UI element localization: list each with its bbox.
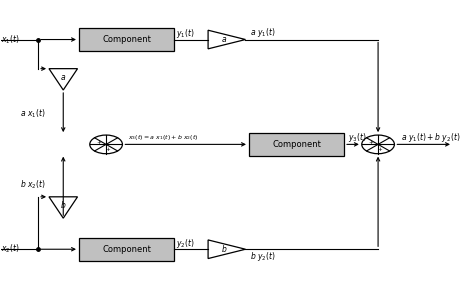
Text: $b\ y_2(t)$: $b\ y_2(t)$ xyxy=(250,250,275,263)
Text: +: + xyxy=(96,140,101,146)
Text: $a\ y_1(t)$: $a\ y_1(t)$ xyxy=(250,26,275,39)
Text: $y_3(t)$: $y_3(t)$ xyxy=(348,131,367,144)
Bar xyxy=(79,28,174,51)
Text: $y_1(t)$: $y_1(t)$ xyxy=(176,27,195,40)
Text: a: a xyxy=(61,73,65,82)
Text: +: + xyxy=(377,147,382,151)
Text: $x_1(t)$: $x_1(t)$ xyxy=(0,33,19,46)
Text: $x_2(t)$: $x_2(t)$ xyxy=(0,243,19,255)
Text: $x_3(t)=a\ x_1(t)+b\ x_2(t)$: $x_3(t)=a\ x_1(t)+b\ x_2(t)$ xyxy=(128,133,199,142)
Text: Component: Component xyxy=(272,140,321,149)
Bar xyxy=(249,133,344,156)
Text: +: + xyxy=(368,140,373,146)
Text: +: + xyxy=(105,147,110,151)
Text: a: a xyxy=(221,35,226,44)
Text: Component: Component xyxy=(102,35,151,44)
Text: Component: Component xyxy=(102,245,151,254)
Text: $b\ x_2(t)$: $b\ x_2(t)$ xyxy=(20,179,46,191)
Text: $y_2(t)$: $y_2(t)$ xyxy=(176,237,195,250)
Text: $a\ y_1(t)+b\ y_2(t)$: $a\ y_1(t)+b\ y_2(t)$ xyxy=(401,131,461,144)
Text: b: b xyxy=(61,201,66,210)
Bar xyxy=(79,238,174,261)
Text: b: b xyxy=(221,245,226,254)
Text: $a\ x_1(t)$: $a\ x_1(t)$ xyxy=(20,107,46,120)
